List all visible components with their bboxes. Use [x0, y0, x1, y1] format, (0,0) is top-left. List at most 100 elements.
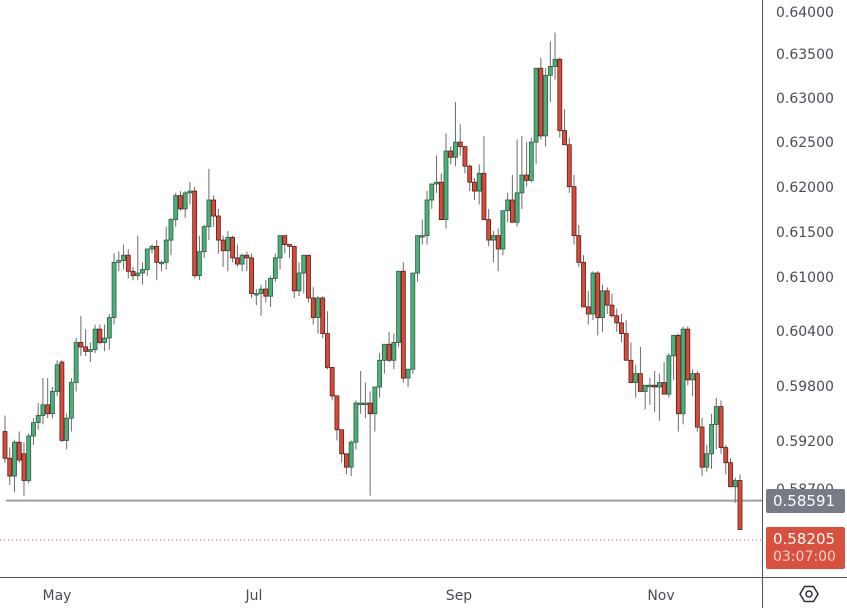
time-axis[interactable]: May Jul Sep Nov: [0, 577, 762, 608]
price-axis[interactable]: 0.64000 0.63500 0.63000 0.62500 0.62000 0.615…: [762, 0, 847, 577]
candle: [472, 177, 477, 201]
candle: [353, 400, 359, 450]
candle: [348, 440, 354, 477]
candle: [718, 400, 724, 454]
axis-corner: [762, 577, 847, 608]
price-tick-label: 0.62500: [776, 135, 834, 151]
candle: [656, 373, 662, 421]
candle: [576, 224, 582, 267]
price-tick-label: 0.60400: [776, 324, 834, 340]
candle: [206, 168, 212, 241]
candle: [220, 235, 226, 267]
candle: [600, 284, 605, 332]
candle: [45, 378, 51, 419]
candle: [325, 311, 330, 370]
candle: [524, 142, 530, 187]
candle: [462, 146, 468, 174]
candle: [619, 313, 624, 343]
candle: [106, 313, 112, 350]
candle: [130, 266, 136, 281]
candle: [438, 173, 444, 220]
candle: [372, 386, 378, 432]
candle: [581, 255, 586, 308]
price-tick-label: 0.63500: [776, 47, 834, 63]
candle: [500, 210, 506, 256]
candle: [197, 235, 202, 281]
candle: [732, 477, 738, 503]
candle: [571, 175, 577, 245]
candle: [135, 235, 141, 281]
candle: [685, 326, 691, 386]
candle: [367, 391, 373, 496]
candle: [211, 195, 217, 227]
candle: [54, 360, 60, 396]
candle: [268, 275, 273, 307]
candle: [362, 382, 368, 419]
candle: [647, 378, 653, 405]
horizontal-line-price-badge: 0.58591: [766, 489, 845, 513]
candle: [16, 431, 22, 463]
candle: [306, 254, 311, 303]
candle: [277, 235, 283, 270]
last-price-value: 0.58205: [773, 530, 836, 548]
candle: [434, 155, 439, 193]
candle: [419, 219, 425, 245]
candle: [528, 137, 534, 183]
candle: [509, 175, 515, 223]
candle: [661, 362, 667, 395]
candle: [429, 183, 435, 209]
candle: [495, 228, 501, 272]
price-tick-label: 0.59200: [776, 434, 834, 450]
candle: [87, 342, 93, 363]
candle: [140, 262, 145, 285]
candle: [73, 338, 79, 392]
candle: [448, 146, 454, 165]
candle: [486, 208, 492, 247]
candle: [296, 262, 302, 297]
price-tick-label: 0.59800: [776, 379, 834, 395]
candle: [642, 384, 648, 410]
candle: [263, 280, 269, 303]
candle: [344, 453, 349, 475]
gear-icon[interactable]: [799, 584, 819, 604]
candle: [604, 287, 610, 314]
horizontal-line-price: 0.58591: [773, 492, 836, 510]
candle: [694, 370, 700, 432]
candle: [149, 244, 155, 254]
candle: [690, 369, 695, 396]
candle: [699, 418, 705, 477]
candle: [381, 343, 387, 374]
candle: [272, 253, 278, 282]
candle: [666, 353, 672, 398]
candle: [192, 186, 198, 279]
chart-pane[interactable]: [0, 0, 762, 577]
candle: [182, 191, 188, 218]
candle: [125, 248, 131, 279]
time-tick-label: May: [42, 588, 72, 604]
candle: [453, 102, 458, 167]
candle: [443, 133, 449, 229]
candle: [377, 353, 383, 398]
candle: [121, 244, 126, 270]
candlestick-plot[interactable]: [0, 0, 762, 577]
candle: [709, 413, 714, 469]
candle: [562, 109, 567, 146]
candle: [391, 333, 397, 370]
bar-countdown: 03:07:00: [773, 549, 836, 565]
candle: [633, 364, 639, 398]
candle: [40, 378, 46, 425]
candle: [723, 444, 729, 475]
candle: [239, 253, 245, 272]
candle: [159, 260, 164, 272]
candle: [320, 296, 326, 339]
candle: [102, 324, 107, 352]
candle: [410, 272, 416, 374]
candle: [424, 191, 430, 245]
candle: [585, 290, 591, 325]
candle: [519, 135, 525, 209]
candle: [552, 32, 558, 80]
candle: [505, 192, 511, 223]
candle: [12, 440, 17, 493]
candle: [671, 334, 677, 380]
price-tick-label: 0.61000: [776, 270, 834, 286]
